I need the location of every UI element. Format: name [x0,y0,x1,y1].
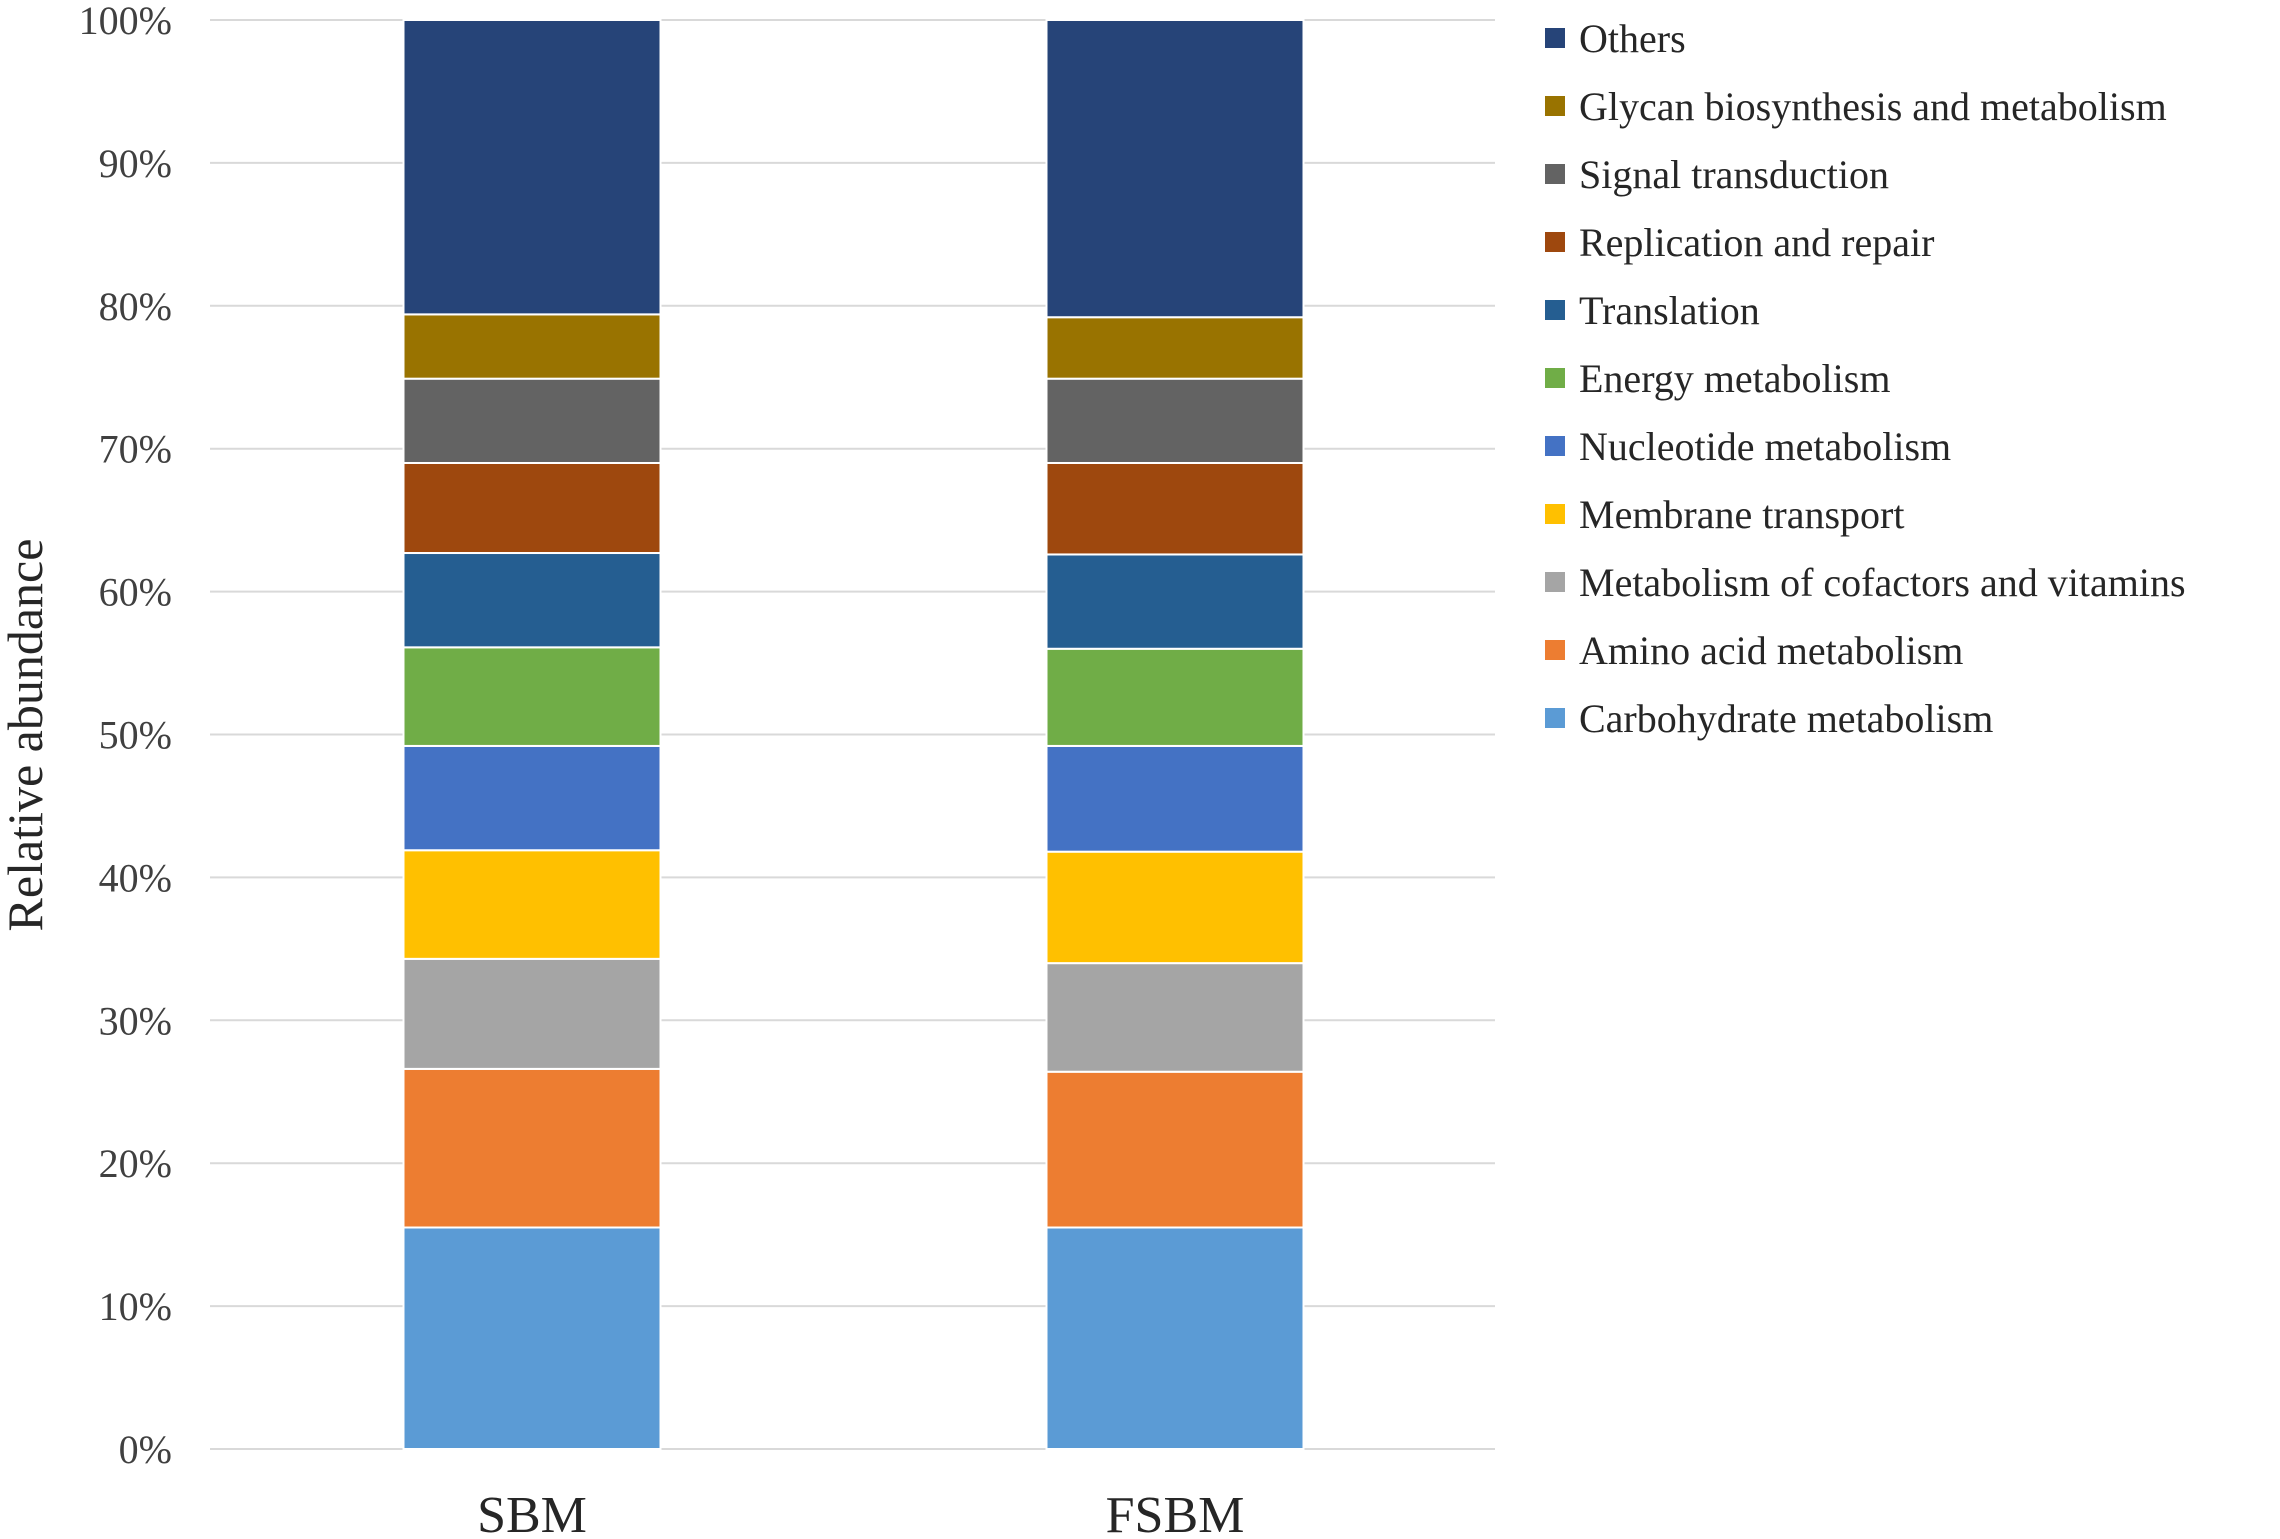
bar-segment-amino-acid-metabolism [1045,1070,1305,1229]
legend-swatch [1545,28,1565,48]
bar-segment-signal-transduction [1045,377,1305,464]
bar-segment-translation [402,552,662,649]
y-tick-label: 0% [119,1427,172,1472]
bar-segment-others [1045,19,1305,319]
legend-swatch [1545,300,1565,320]
bar-segment-others [402,19,662,316]
bar-segment-energy-metabolism [1045,647,1305,747]
bar-segment-signal-transduction [402,377,662,464]
y-tick-labels: 0% 10% 20% 30% 40% 50% 60% 70% 80% 90% 100% [79,0,172,1472]
legend-swatch [1545,640,1565,660]
bar-segment-carbohydrate-metabolism [402,1226,662,1450]
y-tick-label: 80% [99,284,172,329]
legend: Others Glycan biosynthesis and metabolism… [1545,4,2186,752]
y-tick-label: 90% [99,141,172,186]
legend-swatch [1545,232,1565,252]
legend-swatch [1545,436,1565,456]
bar-segment-replication-and-repair [1045,461,1305,556]
bar-stack-fsbm [1045,19,1305,1450]
legend-item: Energy metabolism [1545,344,2186,412]
bar-segment-nucleotide-metabolism [1045,744,1305,853]
bar-segment-glycan-biosynthesis-and-metabolism [1045,316,1305,380]
legend-item: Carbohydrate metabolism [1545,684,2186,752]
bar-segment-nucleotide-metabolism [402,744,662,852]
bar-stack-sbm [402,19,662,1450]
y-tick-label: 70% [99,427,172,472]
y-tick-label: 40% [99,855,172,900]
legend-label: Carbohydrate metabolism [1579,695,1994,741]
legend-item: Replication and repair [1545,208,2186,276]
y-tick-label: 60% [99,570,172,615]
y-tick-label: 50% [99,713,172,758]
legend-label: Nucleotide metabolism [1579,423,1952,469]
legend-item: Membrane transport [1545,480,2186,548]
x-category-label: FSBM [1106,1487,1245,1539]
legend-swatch [1545,368,1565,388]
y-tick-label: 10% [99,1284,172,1329]
legend-swatch [1545,708,1565,728]
legend-label: Metabolism of cofactors and vitamins [1579,559,2186,605]
legend-swatch [1545,96,1565,116]
legend-swatch [1545,504,1565,524]
bar-segment-membrane-transport [402,849,662,960]
legend-label: Amino acid metabolism [1579,627,1964,673]
y-tick-label: 100% [79,0,172,43]
legend-item: Others [1545,4,2186,72]
y-tick-label: 20% [99,1141,172,1186]
legend-label: Signal transduction [1579,151,1889,197]
bar-segment-translation [1045,553,1305,650]
legend-label: Others [1579,15,1686,61]
legend-label: Glycan biosynthesis and metabolism [1579,83,2167,129]
bar-segment-glycan-biosynthesis-and-metabolism [402,313,662,380]
bar-segment-metabolism-of-cofactors-and-vitamins [1045,962,1305,1073]
legend-swatch [1545,164,1565,184]
bar-segment-energy-metabolism [402,646,662,747]
legend-item: Metabolism of cofactors and vitamins [1545,548,2186,616]
legend-item: Amino acid metabolism [1545,616,2186,684]
bar-segment-metabolism-of-cofactors-and-vitamins [402,957,662,1070]
y-tick-label: 30% [99,998,172,1043]
legend-item: Nucleotide metabolism [1545,412,2186,480]
legend-label: Membrane transport [1579,491,1905,537]
bar-segment-membrane-transport [1045,850,1305,965]
bar-stacks [402,19,1305,1450]
y-axis-title: Relative abundance [0,539,53,932]
legend-swatch [1545,572,1565,592]
bar-segment-amino-acid-metabolism [402,1067,662,1229]
legend-label: Replication and repair [1579,219,1935,265]
bar-segment-carbohydrate-metabolism [1045,1226,1305,1450]
x-category-label: SBM [477,1487,587,1539]
legend-label: Energy metabolism [1579,355,1891,401]
bar-segment-replication-and-repair [402,461,662,555]
legend-item: Glycan biosynthesis and metabolism [1545,72,2186,140]
legend-item: Signal transduction [1545,140,2186,208]
legend-item: Translation [1545,276,2186,344]
x-category-labels: SBM FSBM [477,1487,1244,1539]
legend-label: Translation [1579,287,1760,333]
